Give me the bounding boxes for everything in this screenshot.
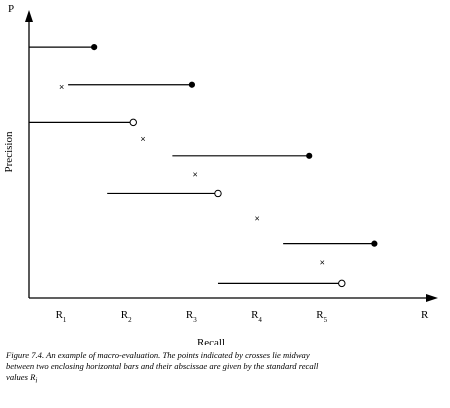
x-tick-label-5: R5	[316, 309, 327, 324]
caption-line-3-subscript: i	[35, 376, 38, 385]
filled-end-marker-1	[91, 43, 98, 51]
y-axis-end-label: P	[8, 3, 14, 15]
figure-caption: Figure 7.4. An example of macro-evaluati…	[6, 350, 448, 387]
caption-line-1: Figure 7.4. An example of macro-evaluati…	[6, 350, 310, 360]
x-axis-label: Recall	[197, 337, 225, 345]
x-tick-subscript-2: 2	[128, 316, 132, 324]
x-axis-arrow	[426, 294, 438, 302]
open-end-marker-7	[338, 279, 346, 288]
cross-point-3: ×	[193, 170, 198, 180]
filled-end-marker-2	[188, 81, 196, 88]
cross-points: × × × × ×	[59, 82, 325, 268]
x-axis-end-label: R	[421, 309, 429, 321]
cross-point-4: ×	[254, 214, 259, 224]
x-tick-label-1: R1	[56, 309, 67, 324]
horizontal-bars	[29, 43, 378, 288]
chart: P R Precision Recall R1 R2 R3 R4 R5 × × × × ×	[3, 3, 438, 345]
bar-2	[68, 81, 196, 88]
y-axis-label: Precision	[3, 131, 15, 172]
x-tick-label-4: R4	[251, 309, 262, 324]
x-tick-subscript-5: 5	[324, 316, 328, 324]
y-axis-arrow	[25, 10, 33, 22]
open-end-marker-5	[214, 189, 222, 198]
x-tick-labels: R1 R2 R3 R4 R5	[56, 309, 328, 324]
bar-6	[283, 240, 378, 247]
bar-7	[217, 279, 346, 288]
x-tick-label-2: R2	[121, 309, 132, 324]
filled-end-marker-4	[306, 152, 313, 159]
cross-point-2: ×	[140, 134, 145, 144]
caption-line-3: values R	[6, 372, 36, 382]
bar-4	[172, 152, 313, 159]
x-tick-subscript-1: 1	[63, 316, 67, 324]
x-axis	[29, 294, 438, 302]
bar-5	[107, 189, 222, 198]
x-tick-subscript-4: 4	[258, 316, 262, 324]
caption-line-2: between two enclosing horizontal bars an…	[6, 361, 319, 371]
x-tick-subscript-3: 3	[193, 316, 197, 324]
x-tick-label-3: R3	[186, 309, 197, 324]
open-end-marker-3	[129, 118, 137, 127]
filled-end-marker-6	[371, 240, 378, 247]
bar-3	[29, 118, 137, 127]
cross-point-5: ×	[320, 257, 325, 267]
bar-1	[29, 43, 98, 51]
cross-point-1: ×	[59, 82, 64, 92]
y-axis	[25, 10, 33, 298]
